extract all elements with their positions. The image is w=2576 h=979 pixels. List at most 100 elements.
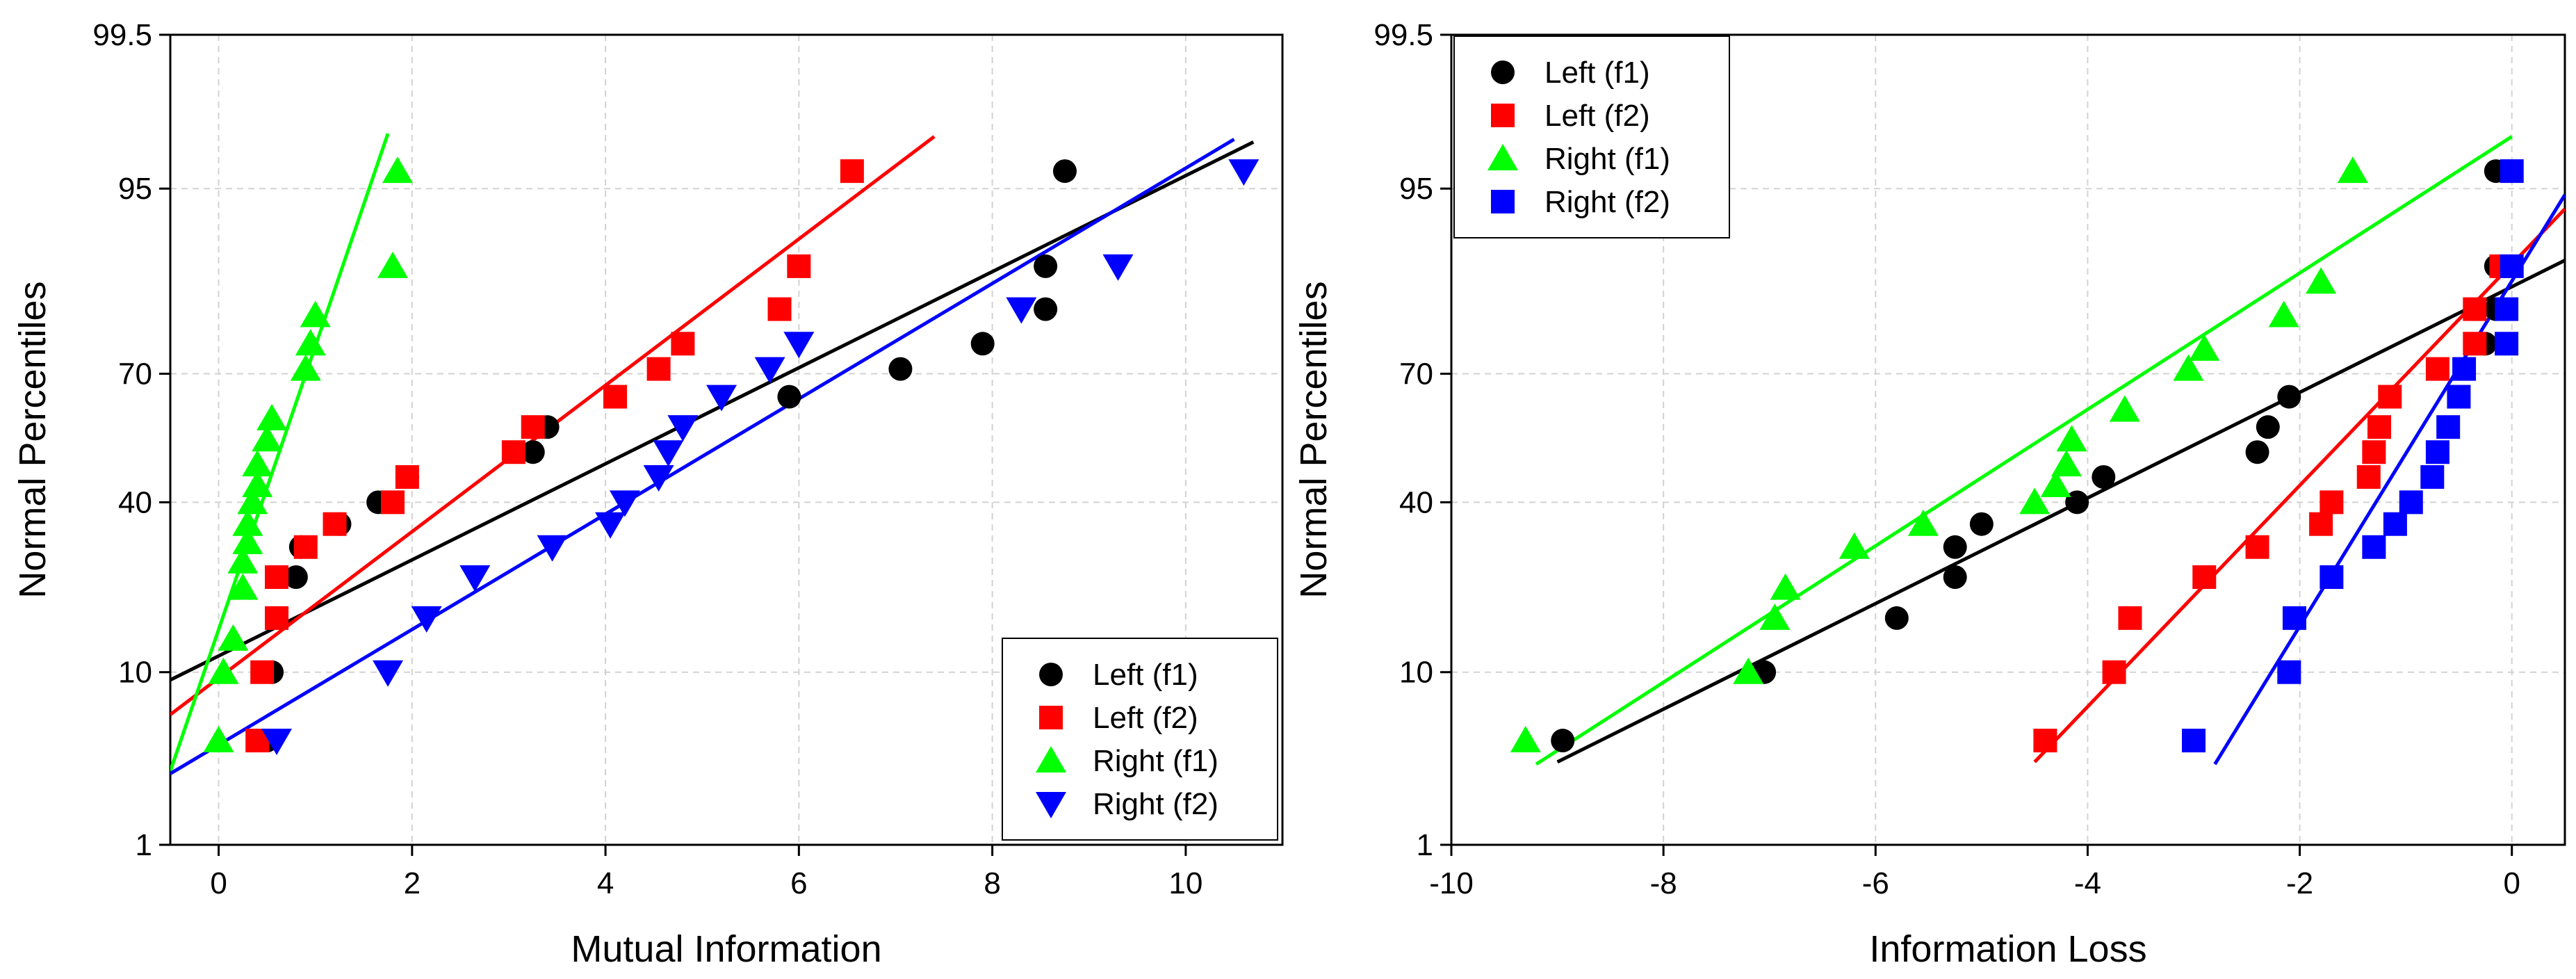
series-right-f2	[2182, 159, 2524, 753]
data-point	[2337, 156, 2368, 184]
x-tick-label: 2	[404, 866, 421, 900]
y-tick-label: 1	[1417, 828, 1433, 862]
legend-label: Right (f1)	[1093, 744, 1218, 778]
data-point	[1102, 254, 1134, 281]
series-right-f1	[203, 156, 413, 753]
legend-marker	[1491, 190, 1515, 213]
x-tick-label: 8	[984, 866, 1000, 900]
data-point	[2040, 471, 2071, 498]
data-point	[2309, 512, 2333, 536]
data-point	[2051, 450, 2082, 477]
data-point	[754, 357, 785, 384]
y-tick-label: 95	[1399, 172, 1433, 206]
y-tick-label: 70	[118, 357, 152, 391]
data-point	[1034, 254, 1058, 278]
data-point	[1228, 159, 1260, 186]
data-point	[252, 425, 283, 452]
x-axis-title: Information Loss	[1869, 928, 2146, 970]
data-point	[2245, 440, 2269, 464]
series-left-f2	[2033, 254, 2513, 753]
data-point	[242, 450, 273, 477]
data-point	[2256, 415, 2280, 439]
legend-label: Right (f2)	[1093, 787, 1218, 821]
y-tick-label: 40	[1399, 485, 1433, 519]
data-point	[459, 565, 491, 592]
data-point	[2065, 490, 2089, 515]
data-point	[1759, 603, 1791, 630]
data-point	[970, 332, 995, 356]
data-point	[1907, 509, 1939, 536]
data-point	[250, 660, 275, 684]
y-axis: 1 10 40 70 95 99.5	[92, 18, 170, 862]
right-chart-panel: -10 -8 -6 -4 -2 0 1 10 40 70 95 99.5 Information Los…	[1293, 18, 2566, 970]
y-axis-title: Normal Percentiles	[12, 281, 54, 598]
data-point	[377, 251, 408, 278]
legend-label: Left (f1)	[1544, 56, 1650, 90]
data-point	[232, 527, 263, 554]
legend-marker	[1036, 792, 1066, 818]
data-point	[706, 385, 737, 412]
data-point	[2452, 357, 2477, 381]
data-point	[2019, 487, 2051, 515]
data-point	[521, 415, 545, 439]
data-point	[2182, 729, 2206, 753]
legend-marker	[1036, 746, 1066, 772]
data-point	[653, 440, 684, 467]
data-point	[293, 535, 318, 559]
y-tick-label: 40	[118, 485, 152, 519]
data-point	[261, 729, 293, 756]
data-point	[2500, 159, 2524, 184]
data-point	[290, 354, 321, 381]
data-point	[265, 565, 289, 589]
fit-line-right-f2	[170, 138, 1235, 775]
data-point	[203, 726, 234, 753]
data-point	[2420, 465, 2445, 490]
series-left-f2	[245, 159, 864, 753]
data-point	[265, 606, 289, 630]
data-point	[227, 547, 259, 574]
data-point	[2436, 415, 2461, 439]
data-point	[411, 606, 442, 633]
data-point	[1943, 565, 1967, 589]
data-point	[256, 403, 288, 430]
data-point	[2383, 512, 2407, 536]
data-point	[2425, 357, 2449, 381]
legend: Left (f1) Left (f2) Right (f1) Right (f2)	[1002, 638, 1278, 841]
y-tick-label: 99.5	[92, 18, 152, 52]
fit-line-right-f1	[1535, 135, 2513, 766]
x-axis: 0 2 4 6 8 10	[210, 845, 1203, 900]
data-point	[232, 509, 263, 536]
data-point	[2463, 297, 2487, 321]
data-point	[381, 490, 405, 515]
data-point	[242, 471, 273, 498]
data-point	[2362, 535, 2386, 559]
data-point	[2245, 535, 2269, 559]
data-point	[787, 254, 811, 278]
data-point	[2173, 354, 2204, 381]
plot-area	[170, 133, 1260, 775]
data-point	[671, 332, 695, 356]
data-point	[2306, 267, 2337, 294]
data-point	[1770, 573, 1801, 600]
x-tick-label: 10	[1168, 866, 1203, 900]
data-point	[2362, 440, 2386, 464]
plot-frame	[1450, 33, 2566, 846]
data-point	[2500, 254, 2524, 278]
data-point	[2092, 465, 2116, 490]
data-point	[2282, 606, 2306, 630]
legend-marker	[1039, 663, 1063, 686]
data-point	[1839, 532, 1870, 559]
data-point	[1034, 297, 1058, 321]
data-point	[777, 385, 801, 409]
x-tick-label: -4	[2074, 866, 2101, 900]
legend-marker	[1039, 706, 1063, 729]
data-point	[537, 535, 568, 562]
x-tick-label: 4	[597, 866, 614, 900]
data-point	[2320, 490, 2344, 515]
left-chart-panel: 0 2 4 6 8 10 1 10 40 70 95 99.5 Mutual Information No…	[12, 18, 1284, 970]
series-right-f1	[1510, 156, 2368, 753]
data-point	[2118, 606, 2142, 630]
data-point	[2056, 425, 2087, 452]
data-point	[1884, 606, 1909, 630]
data-point	[2399, 490, 2423, 515]
